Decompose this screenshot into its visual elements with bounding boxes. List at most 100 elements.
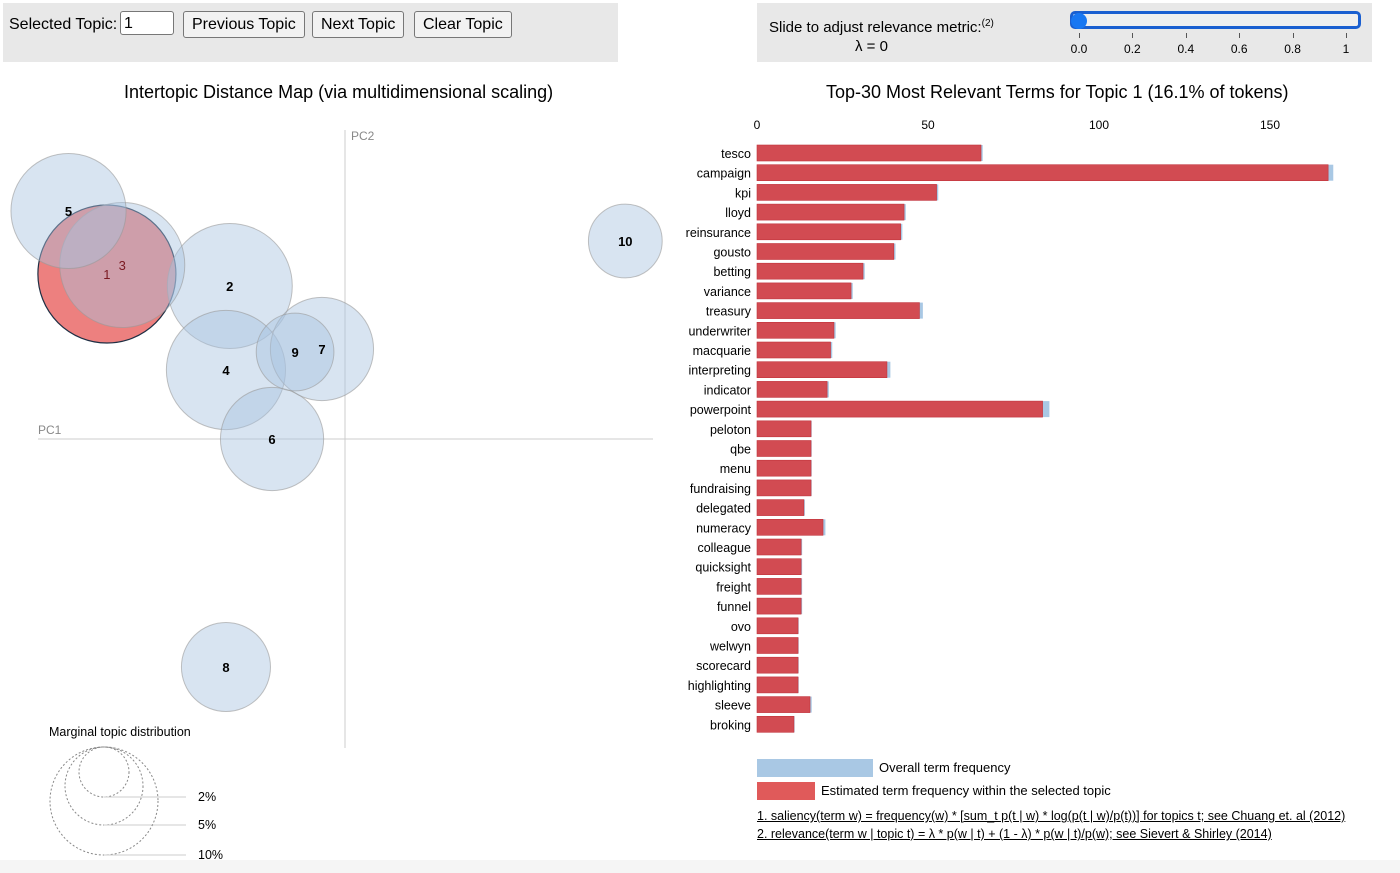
slider-tick-label: 0.2: [1124, 42, 1141, 56]
bar-topic-frequency[interactable]: [756, 479, 812, 497]
bar-topic-frequency[interactable]: [756, 676, 799, 694]
bar-topic-frequency[interactable]: [756, 203, 905, 221]
topic-bubble-selected[interactable]: [37, 204, 177, 344]
topic-label[interactable]: 6: [268, 432, 275, 447]
bar-topic-frequency[interactable]: [756, 518, 824, 536]
intertopic-map-title: Intertopic Distance Map (via multidimens…: [124, 82, 554, 102]
topic-label[interactable]: 7: [318, 342, 325, 357]
topic-label[interactable]: 4: [222, 363, 230, 378]
topic-bubble[interactable]: [10, 152, 127, 270]
term-label[interactable]: interpreting: [688, 364, 751, 378]
term-label[interactable]: numeracy: [696, 521, 752, 535]
topic-bubble[interactable]: [587, 203, 663, 279]
topic-bubble[interactable]: [269, 296, 375, 402]
slider-tick-mark: [1079, 33, 1080, 38]
lambda-value: λ = 0: [855, 38, 888, 55]
topic-label[interactable]: 9: [291, 345, 298, 360]
bar-topic-frequency[interactable]: [756, 400, 1043, 418]
page-footer: [0, 860, 1400, 873]
bar-topic-frequency[interactable]: [756, 243, 895, 260]
bar-topic-frequency[interactable]: [756, 459, 812, 477]
term-label[interactable]: welwyn: [709, 640, 751, 654]
bar-topic-frequency[interactable]: [756, 597, 802, 615]
topic-bubble[interactable]: [180, 621, 271, 713]
term-label[interactable]: freight: [716, 580, 751, 594]
bar-topic-frequency[interactable]: [756, 223, 901, 241]
legend-overall-swatch: [757, 759, 873, 777]
term-label[interactable]: variance: [704, 285, 751, 299]
bar-topic-frequency[interactable]: [756, 262, 864, 280]
term-label[interactable]: gousto: [713, 246, 751, 260]
topic-label[interactable]: 3: [119, 258, 126, 273]
term-label[interactable]: campaign: [697, 167, 751, 181]
bar-topic-frequency[interactable]: [756, 538, 802, 556]
bar-topic-frequency[interactable]: [756, 578, 802, 595]
slider-tick-label: 1: [1342, 42, 1350, 56]
relevance-footnote-link[interactable]: 2. relevance(term w | topic t) = λ * p(w…: [757, 827, 1272, 841]
term-label[interactable]: betting: [713, 265, 751, 279]
bar-topic-frequency[interactable]: [756, 321, 835, 339]
term-label[interactable]: funnel: [717, 600, 751, 614]
topic-label[interactable]: 10: [618, 234, 632, 249]
term-label[interactable]: tesco: [721, 147, 751, 161]
slider-tick-label: 0.0: [1070, 42, 1088, 56]
clear-topic-button[interactable]: Clear Topic: [414, 11, 512, 38]
next-topic-button[interactable]: Next Topic: [312, 11, 405, 38]
bar-topic-frequency[interactable]: [756, 617, 799, 635]
term-label[interactable]: reinsurance: [686, 226, 751, 240]
bar-topic-frequency[interactable]: [756, 558, 802, 576]
topic-label[interactable]: 2: [226, 279, 233, 294]
topic-label[interactable]: 8: [222, 660, 229, 675]
saliency-footnote-link[interactable]: 1. saliency(term w) = frequency(w) * [su…: [757, 809, 1346, 823]
topic-label[interactable]: 5: [65, 204, 72, 219]
bar-topic-frequency[interactable]: [756, 420, 812, 438]
bar-topic-frequency[interactable]: [756, 341, 831, 359]
bar-topic-frequency[interactable]: [756, 184, 937, 201]
term-label[interactable]: fundraising: [690, 482, 751, 496]
bar-topic-frequency[interactable]: [756, 302, 920, 319]
term-label[interactable]: delegated: [696, 502, 751, 516]
term-label[interactable]: lloyd: [725, 206, 751, 220]
selected-topic-input[interactable]: 1: [120, 11, 174, 35]
term-label[interactable]: broking: [710, 718, 751, 732]
topic-label[interactable]: 1: [103, 267, 110, 282]
bar-topic-frequency[interactable]: [756, 282, 852, 300]
term-label[interactable]: scorecard: [696, 659, 751, 673]
marginal-legend-circle: [64, 746, 144, 826]
topic-bubble[interactable]: [59, 202, 186, 328]
bar-topic-frequency[interactable]: [756, 637, 799, 654]
term-label[interactable]: powerpoint: [690, 403, 752, 417]
term-label[interactable]: indicator: [704, 383, 751, 397]
bar-topic-frequency[interactable]: [756, 164, 1329, 181]
previous-topic-button[interactable]: Previous Topic: [183, 11, 305, 38]
legend-topic-label: Estimated term frequency within the sele…: [821, 783, 1111, 798]
topic-bubble[interactable]: [219, 386, 325, 492]
bar-topic-frequency[interactable]: [756, 381, 828, 398]
term-label[interactable]: treasury: [706, 305, 752, 319]
term-label[interactable]: underwriter: [688, 324, 751, 338]
term-label[interactable]: colleague: [697, 541, 751, 555]
term-label[interactable]: macquarie: [693, 344, 751, 358]
bar-topic-frequency[interactable]: [756, 715, 795, 733]
bar-topic-frequency[interactable]: [756, 440, 812, 457]
term-label[interactable]: highlighting: [688, 679, 751, 693]
topic-bubble[interactable]: [165, 309, 287, 431]
term-label[interactable]: qbe: [730, 443, 751, 457]
term-label[interactable]: ovo: [731, 620, 751, 634]
term-label[interactable]: sleeve: [715, 699, 751, 713]
bar-topic-frequency[interactable]: [756, 361, 888, 379]
topic-bubble[interactable]: [255, 312, 335, 392]
term-label[interactable]: peloton: [710, 423, 751, 437]
bar-topic-frequency[interactable]: [756, 499, 805, 516]
term-label[interactable]: menu: [720, 462, 751, 476]
bar-topic-frequency[interactable]: [756, 656, 799, 674]
relevance-slider-thumb[interactable]: [1071, 13, 1087, 29]
slider-tick-label: 0.8: [1284, 42, 1301, 56]
bar-topic-frequency[interactable]: [756, 144, 982, 162]
bar-topic-frequency[interactable]: [756, 696, 811, 713]
pc1-axis-label: PC1: [38, 423, 62, 437]
term-label[interactable]: quicksight: [695, 561, 751, 575]
term-label[interactable]: kpi: [735, 186, 751, 200]
selected-topic-label: Selected Topic:: [9, 16, 118, 33]
